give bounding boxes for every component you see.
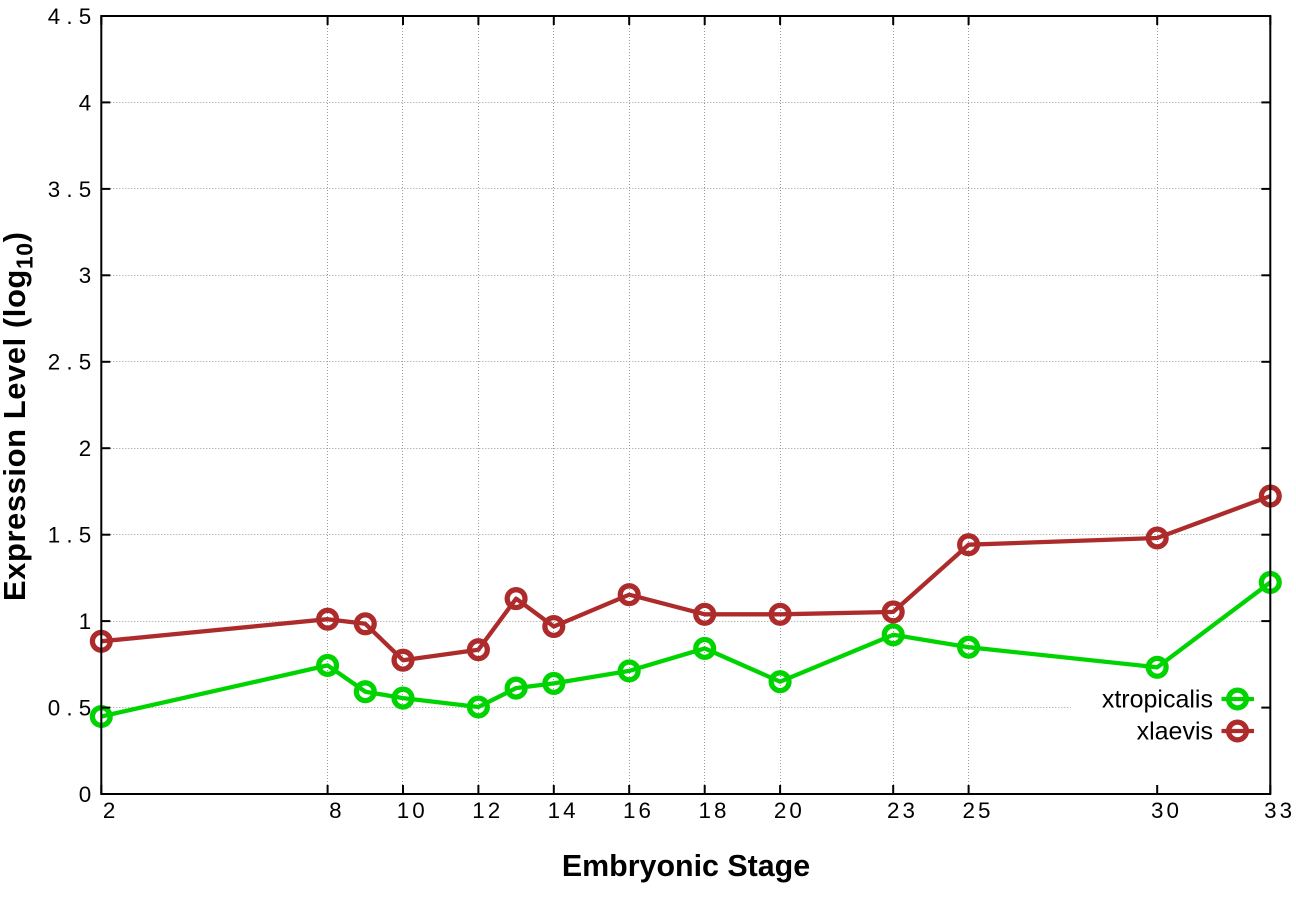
svg-text:8: 8 (329, 798, 341, 823)
svg-text:xtropicalis: xtropicalis (1102, 685, 1213, 713)
svg-text:3.5: 3.5 (48, 177, 91, 202)
svg-text:0.5: 0.5 (48, 696, 91, 721)
svg-text:3: 3 (79, 263, 91, 288)
svg-text:1.5: 1.5 (48, 523, 91, 548)
svg-text:0: 0 (79, 782, 91, 807)
svg-text:Embryonic Stage: Embryonic Stage (562, 849, 810, 883)
svg-text:Expression Level (log10): Expression Level (log10) (0, 232, 38, 602)
svg-text:2: 2 (103, 798, 115, 823)
svg-text:4: 4 (79, 90, 91, 115)
svg-text:4.5: 4.5 (48, 4, 91, 29)
svg-text:2.5: 2.5 (48, 350, 91, 375)
svg-text:2: 2 (79, 436, 91, 461)
svg-text:1: 1 (79, 609, 91, 634)
svg-text:xlaevis: xlaevis (1137, 717, 1213, 745)
